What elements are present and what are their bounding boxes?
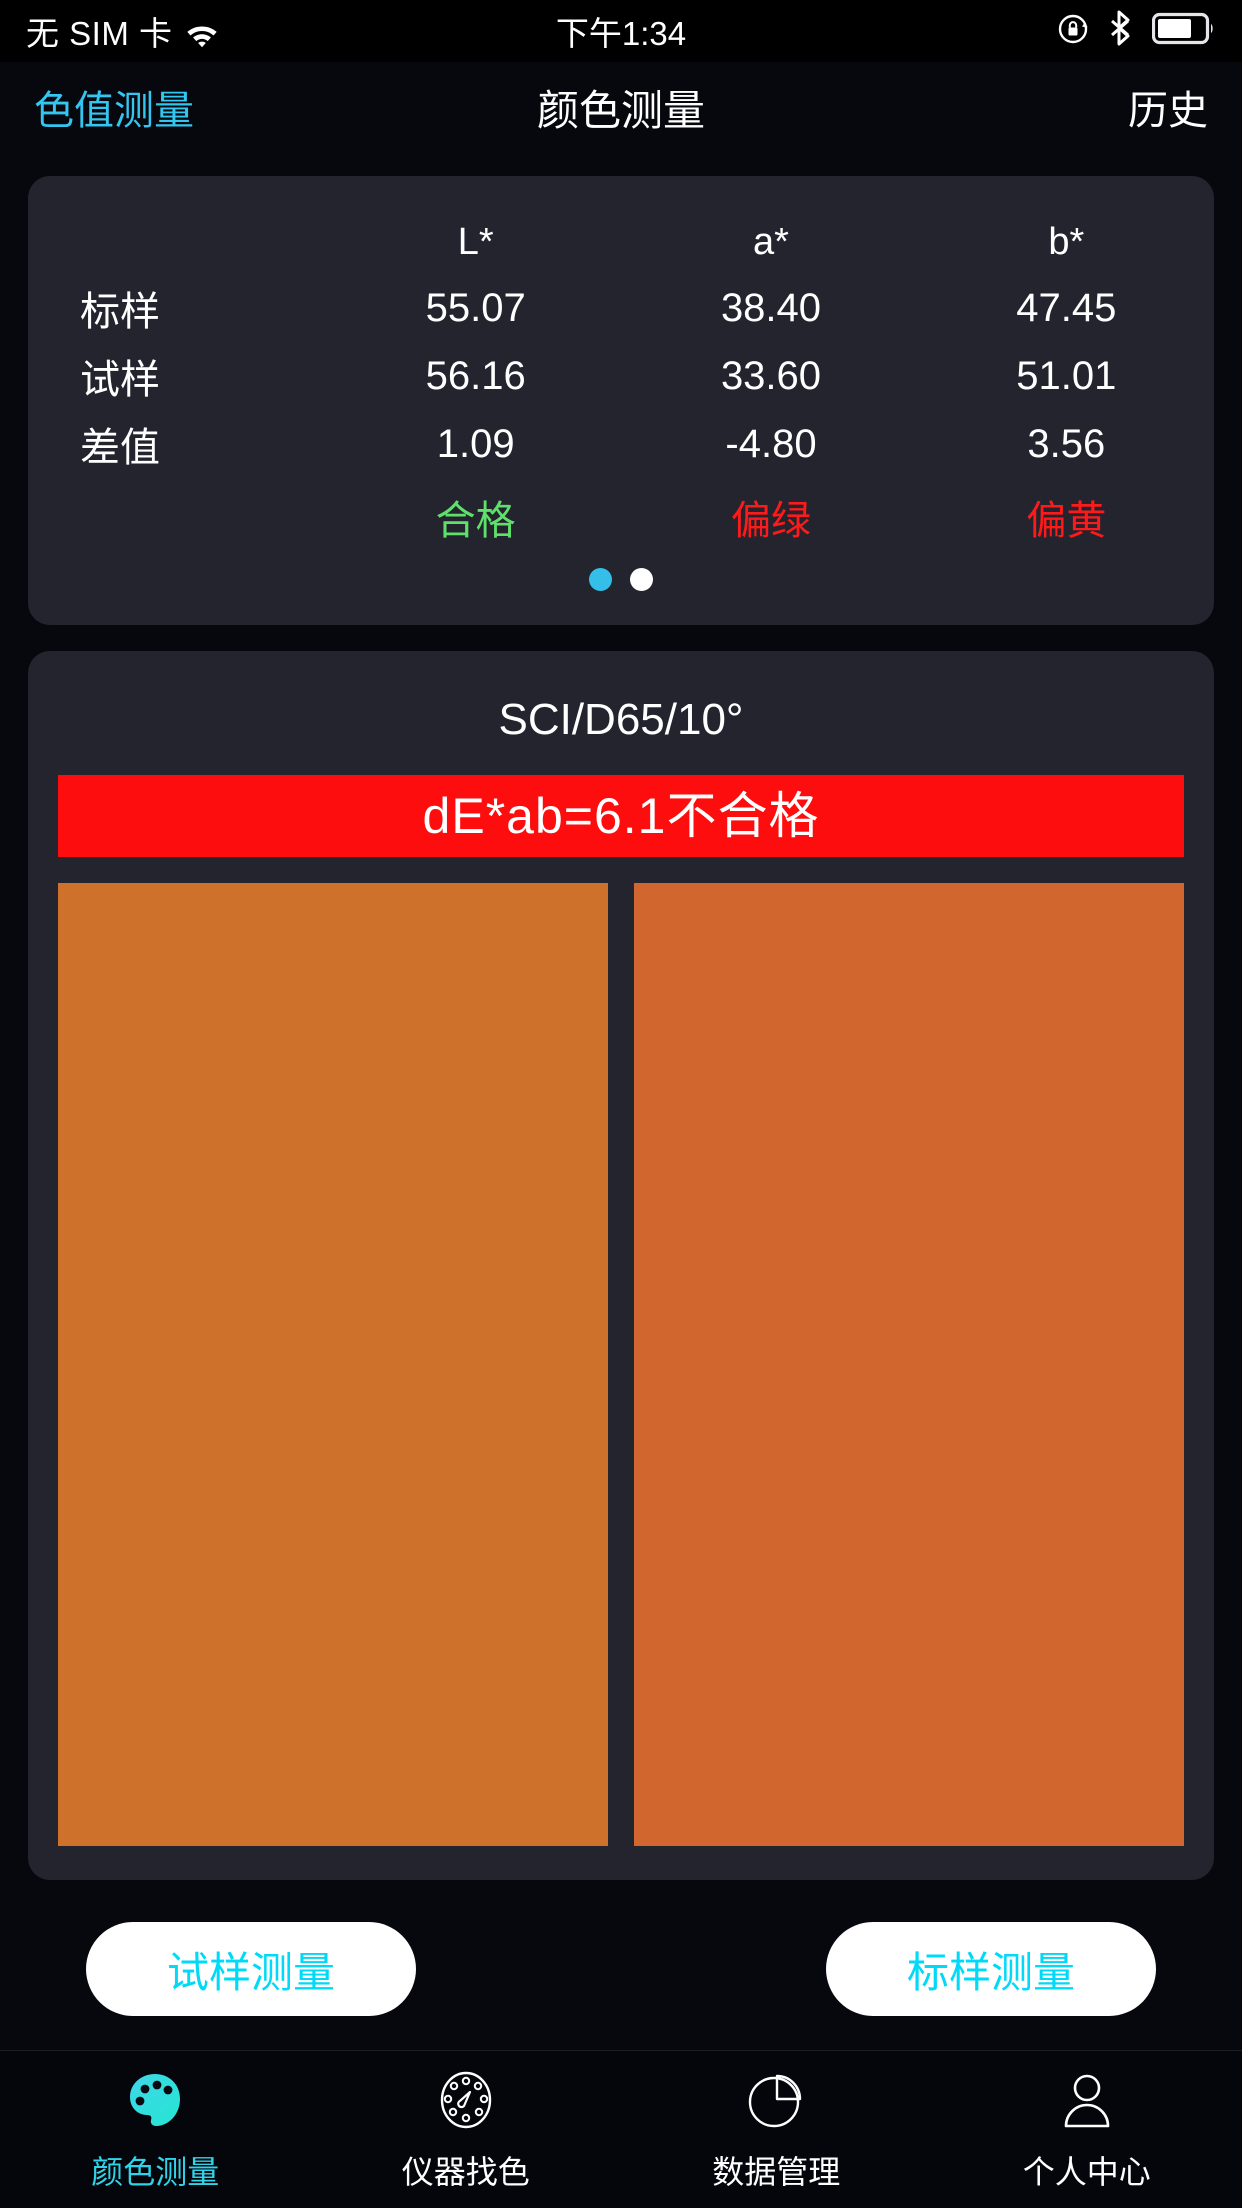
column-header-l: L* xyxy=(457,220,494,263)
page-indicator[interactable] xyxy=(28,568,1214,591)
status-bar-right xyxy=(1054,9,1216,54)
nav-bar: 色值测量 颜色测量 历史 xyxy=(0,62,1242,152)
tab-instrument-color-search[interactable]: 仪器找色 xyxy=(311,2051,622,2208)
delta-l-value: 1.09 xyxy=(436,421,515,466)
measurement-condition: SCI/D65/10° xyxy=(498,695,744,744)
pie-chart-icon xyxy=(744,2067,808,2133)
status-bar-left: 无 SIM 卡 xyxy=(26,7,219,55)
table-row: 标样 55.07 38.40 47.45 xyxy=(28,274,1214,342)
tab-profile[interactable]: 个人中心 xyxy=(932,2051,1242,2208)
column-header-a: a* xyxy=(753,220,789,263)
column-header-b: b* xyxy=(1048,220,1085,263)
standard-b-value: 47.45 xyxy=(1016,285,1117,330)
lab-values-table: L* a* b* 标样 55.07 38.40 47.45 试样 56.16 3… xyxy=(28,210,1214,546)
color-wheel-icon xyxy=(434,2067,498,2133)
delta-b-value: 3.56 xyxy=(1027,421,1106,466)
verdict-b: 偏黄 xyxy=(1026,499,1107,543)
row-label-delta: 差值 xyxy=(80,426,160,470)
header-spacer xyxy=(28,210,328,274)
status-bar: 无 SIM 卡 下午1:34 xyxy=(0,0,1242,62)
tab-label: 个人中心 xyxy=(1022,2153,1151,2190)
sample-measure-button[interactable]: 试样测量 xyxy=(86,1922,416,2016)
content-area: L* a* b* 标样 55.07 38.40 47.45 试样 56.16 3… xyxy=(0,152,1242,2050)
delta-a-value: -4.80 xyxy=(725,421,817,466)
measurement-card: SCI/D65/10° dE*ab=6.1不合格 xyxy=(28,651,1214,1880)
standard-l-value: 55.07 xyxy=(425,285,526,330)
sample-color-swatch xyxy=(58,883,608,1846)
battery-icon xyxy=(1151,12,1216,51)
bluetooth-icon xyxy=(1110,9,1136,54)
carrier-label: 无 SIM 卡 xyxy=(26,15,173,52)
sample-l-value: 56.16 xyxy=(425,353,526,398)
tab-label: 数据管理 xyxy=(712,2153,841,2190)
standard-measure-button[interactable]: 标样测量 xyxy=(826,1922,1156,2016)
verdict-row: 合格 偏绿 偏黄 xyxy=(28,478,1214,546)
delta-e-banner: dE*ab=6.1不合格 xyxy=(58,775,1184,857)
verdict-spacer xyxy=(28,478,328,546)
table-row: 试样 56.16 33.60 51.01 xyxy=(28,342,1214,410)
table-row: 差值 1.09 -4.80 3.56 xyxy=(28,410,1214,478)
page-dot-1[interactable] xyxy=(589,568,612,591)
lab-values-card: L* a* b* 标样 55.07 38.40 47.45 试样 56.16 3… xyxy=(28,176,1214,625)
nav-left-button[interactable]: 色值测量 xyxy=(34,89,194,133)
person-icon xyxy=(1055,2067,1119,2133)
sample-b-value: 51.01 xyxy=(1016,353,1117,398)
tab-color-measure[interactable]: 颜色测量 xyxy=(0,2051,311,2208)
wifi-icon xyxy=(185,18,219,48)
row-label-standard: 标样 xyxy=(80,290,160,334)
color-swatch-row xyxy=(58,883,1184,1846)
nav-history-button[interactable]: 历史 xyxy=(1128,89,1208,133)
table-header-row: L* a* b* xyxy=(28,210,1214,274)
tab-label: 仪器找色 xyxy=(401,2153,530,2190)
palette-icon xyxy=(123,2067,187,2133)
verdict-l: 合格 xyxy=(435,499,516,543)
action-button-row: 试样测量 标样测量 xyxy=(28,1922,1214,2016)
row-label-sample: 试样 xyxy=(80,358,160,402)
rotation-lock-icon xyxy=(1054,9,1094,54)
page-dot-2[interactable] xyxy=(630,568,653,591)
verdict-a: 偏绿 xyxy=(730,499,811,543)
tab-data-management[interactable]: 数据管理 xyxy=(621,2051,932,2208)
standard-color-swatch xyxy=(634,883,1184,1846)
tab-label: 颜色测量 xyxy=(91,2153,220,2190)
sample-a-value: 33.60 xyxy=(720,353,822,398)
standard-a-value: 38.40 xyxy=(720,285,822,330)
bottom-tab-bar: 颜色测量 仪器找色 xyxy=(0,2050,1242,2208)
